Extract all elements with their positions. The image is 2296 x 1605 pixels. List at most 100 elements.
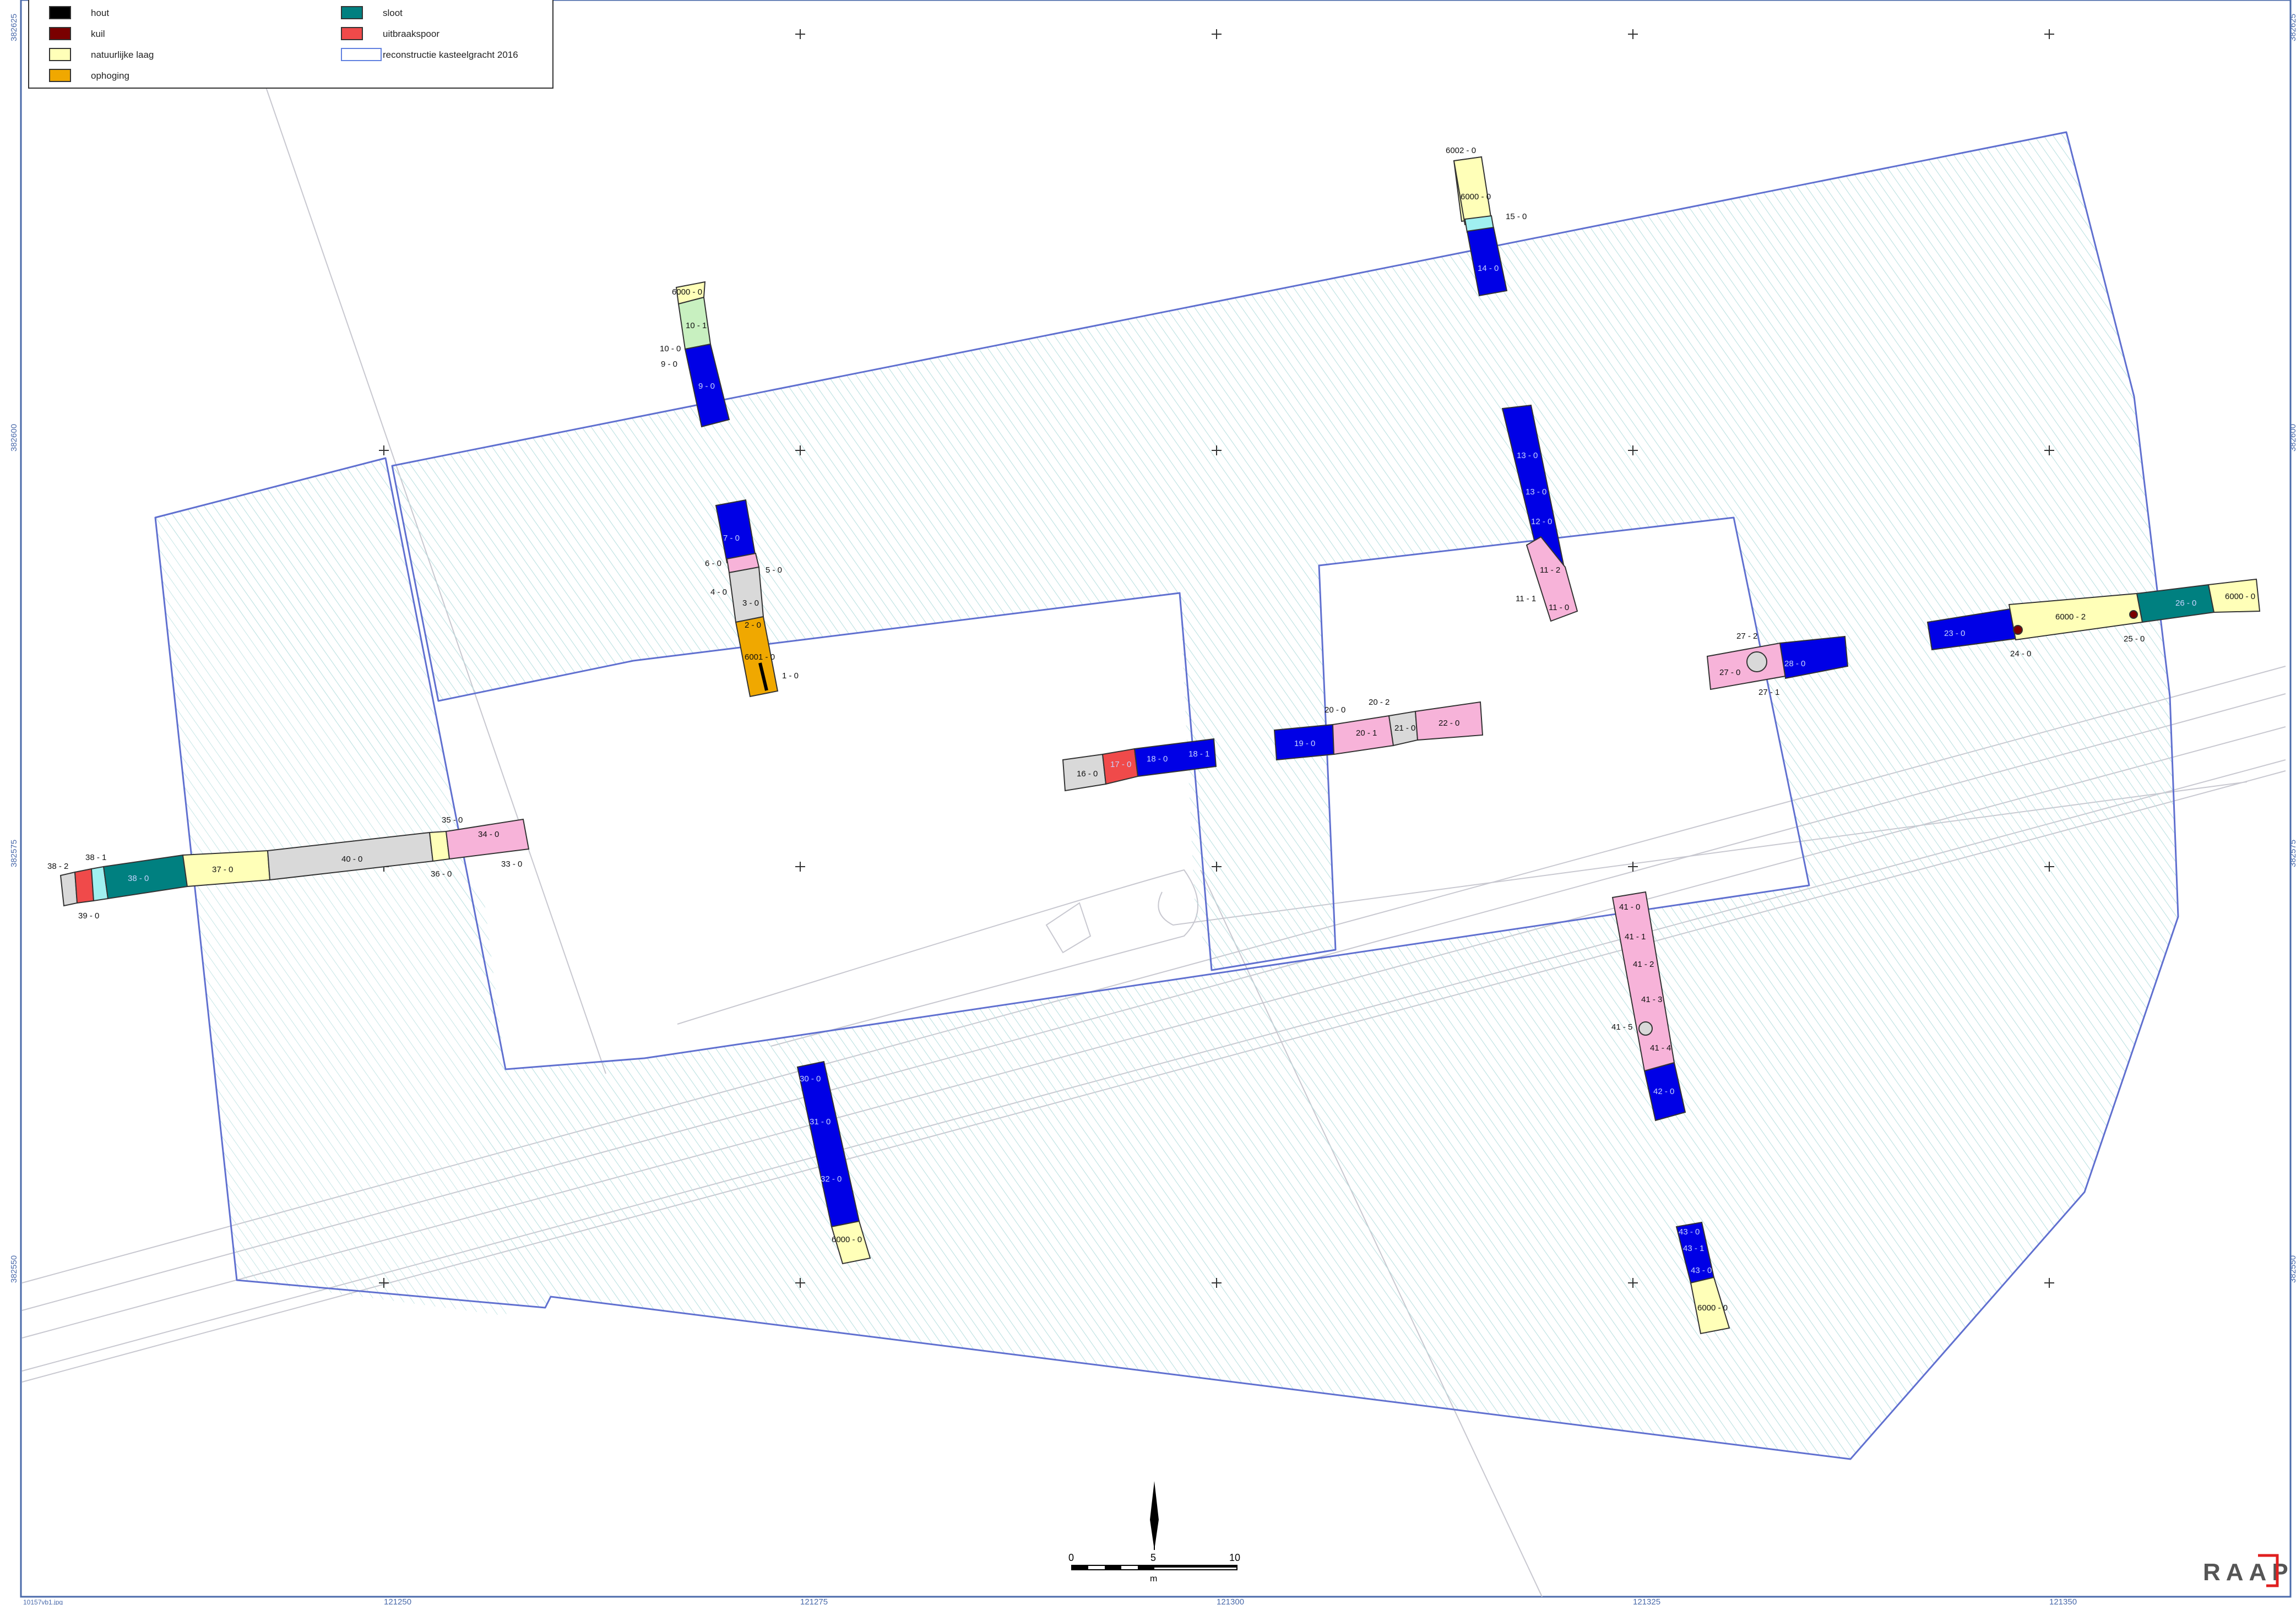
- segment-label-w: 11 - 0: [1549, 603, 1569, 612]
- segment-label-y: 27 - 0: [1719, 668, 1740, 677]
- trench-segment-33: [445, 818, 530, 860]
- segment-label-i: 14 - 0: [1478, 264, 1499, 273]
- segment-label-ab: 23 - 0: [1944, 629, 1965, 638]
- segment-label-u: 11 - 2: [1540, 565, 1560, 575]
- trench-segment-12: [1526, 536, 1578, 622]
- segment-label-bc: 41 - 1: [1625, 932, 1646, 942]
- segment-label-ap: 18 - 0: [1147, 754, 1168, 764]
- segment-label-r: 13 - 0: [1517, 451, 1538, 460]
- segment-label-ag: 25 - 0: [2124, 634, 2145, 644]
- y-coord-right-2: 382600: [2288, 424, 2296, 451]
- segment-label-m: 4 - 0: [710, 587, 727, 597]
- scale-label-unit: m: [1150, 1574, 1157, 1584]
- logo-text: RAAP: [2203, 1559, 2294, 1586]
- segment-label-t: 12 - 0: [1531, 517, 1552, 526]
- trenches: [59, 156, 2261, 1335]
- coordinate-labels: 382625 382600 382575 382550 382625 38260…: [9, 14, 2296, 1605]
- segment-label-aj: 20 - 1: [1356, 728, 1377, 738]
- segment-label-ah: 20 - 0: [1325, 705, 1345, 715]
- moat-outline: [154, 131, 2179, 1460]
- trench-segment-39: [1690, 1276, 1730, 1335]
- y-coord-left-3: 382575: [9, 840, 19, 867]
- segment-label-az: 33 - 0: [501, 859, 522, 869]
- segment-label-o: 2 - 0: [745, 621, 761, 630]
- trench-segment-10: [735, 616, 779, 698]
- segment-label-p: 6001 - 0: [745, 652, 775, 662]
- segment-labels: 6000 - 0 10 - 1 10 - 0 9 - 0 9 - 0 6002 - 0 60…: [47, 146, 2255, 1313]
- segment-label-af: 24 - 0: [2010, 649, 2031, 659]
- segment-label-h: 15 - 0: [1506, 212, 1527, 221]
- y-coord-left-1: 382625: [9, 14, 19, 41]
- legend-label-4: sloot: [383, 8, 403, 18]
- trench-segment-27: [74, 868, 95, 904]
- x-coord-1: 121250: [384, 1597, 411, 1605]
- segment-label-bf: 41 - 5: [1611, 1022, 1632, 1032]
- segment-label-al: 22 - 0: [1439, 719, 1459, 728]
- grid-crosses: [379, 29, 2054, 1288]
- legend-label-3: ophoging: [91, 70, 129, 81]
- legend-label-0: hout: [91, 8, 109, 18]
- legend-swatch-5: [341, 27, 363, 40]
- trench-segment-6: [1466, 226, 1508, 297]
- segment-label-ao: 17 - 0: [1110, 760, 1131, 769]
- segment-label-ad: 26 - 0: [2175, 599, 2196, 608]
- legend-label-6: reconstructie kasteelgracht 2016: [383, 50, 518, 60]
- x-coord-5: 121350: [2049, 1597, 2077, 1605]
- segment-label-c: 10 - 0: [660, 344, 681, 353]
- x-coord-4: 121325: [1633, 1597, 1660, 1605]
- feature-27-1: [1746, 651, 1767, 672]
- trench-segment-25: [1133, 738, 1217, 777]
- north-arrow-icon: [1150, 1481, 1159, 1550]
- segment-label-bj: 31 - 0: [810, 1117, 831, 1127]
- trench-segment-18: [2207, 578, 2261, 613]
- scale-bar: 0 5 10 m: [1068, 1481, 1240, 1584]
- y-coord-right-1: 382625: [2288, 14, 2296, 41]
- segment-label-l: 5 - 0: [766, 565, 782, 575]
- y-coord-right-3: 382575: [2288, 840, 2296, 867]
- segment-label-bi: 30 - 0: [800, 1074, 821, 1084]
- feature-25-0: [2129, 610, 2138, 619]
- feature-1-0: [758, 662, 768, 691]
- segment-label-bb: 41 - 0: [1619, 902, 1640, 912]
- segment-label-ay: 36 - 0: [431, 869, 452, 879]
- trench-segment-37: [831, 1220, 871, 1265]
- segment-label-bm: 43 - 0: [1679, 1227, 1700, 1237]
- trench-segment-9: [728, 566, 764, 623]
- legend-swatch-2: [49, 48, 71, 61]
- segment-label-bk: 32 - 0: [821, 1174, 842, 1184]
- raap-logo: RAAP: [2203, 1554, 2294, 1587]
- segment-label-f: 6002 - 0: [1446, 146, 1476, 155]
- segment-label-ae: 6000 - 0: [2225, 592, 2255, 601]
- y-coord-left-2: 382600: [9, 424, 19, 451]
- segment-label-an: 16 - 0: [1077, 769, 1098, 779]
- trench-segment-26: [59, 871, 78, 907]
- trench-segment-14: [1779, 635, 1849, 679]
- segment-label-aw: 35 - 0: [442, 815, 463, 825]
- legend-swatch-1: [49, 27, 71, 40]
- segment-label-as: 38 - 1: [85, 853, 106, 862]
- segment-label-bn: 43 - 1: [1683, 1244, 1704, 1253]
- segment-label-be: 41 - 3: [1641, 995, 1662, 1004]
- x-coord-3: 121300: [1217, 1597, 1244, 1605]
- legend-swatch-3: [49, 69, 71, 82]
- legend-swatch-0: [49, 6, 71, 19]
- segment-label-z: 28 - 0: [1784, 659, 1805, 668]
- trench-segment-4: [1453, 156, 1492, 226]
- segment-label-a: 6000 - 0: [672, 287, 702, 297]
- segment-label-ai: 20 - 2: [1369, 698, 1389, 707]
- segment-label-x: 27 - 2: [1736, 632, 1757, 641]
- trench-segment-2: [684, 343, 730, 428]
- segment-label-bg: 41 - 4: [1650, 1043, 1671, 1053]
- segment-label-n: 3 - 0: [742, 599, 759, 608]
- y-coord-left-4: 382550: [9, 1255, 19, 1283]
- segment-label-k: 6 - 0: [705, 559, 721, 568]
- legend-swatch-6: [341, 48, 382, 61]
- feature-41-5: [1638, 1021, 1653, 1036]
- legend-label-2: natuurlijke laag: [91, 50, 154, 60]
- segment-label-d: 9 - 0: [661, 360, 677, 369]
- legend-swatch-4: [341, 6, 363, 19]
- segment-label-at: 38 - 0: [128, 874, 149, 883]
- segment-label-bp: 6000 - 0: [1697, 1303, 1728, 1313]
- segment-label-av: 40 - 0: [341, 855, 362, 864]
